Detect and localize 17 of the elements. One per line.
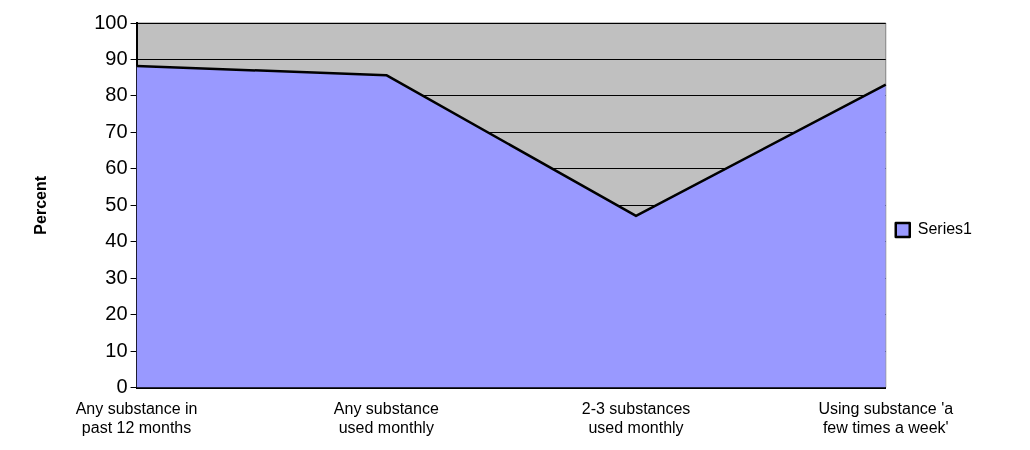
y-tick-label: 100: [94, 10, 128, 33]
x-tick-label: Any substance in past 12 months: [75, 399, 198, 436]
x-tick-label: Using substance 'a few times a week': [818, 399, 954, 436]
x-tick-label: Any substance used monthly: [333, 399, 439, 436]
y-tick-label: 60: [105, 156, 128, 179]
y-tick-label: 40: [105, 229, 128, 252]
y-tick-label: 30: [105, 265, 128, 288]
y-tick-label: 20: [105, 302, 128, 325]
y-tick-label: 80: [105, 83, 128, 106]
y-axis-title: Percent: [32, 175, 50, 235]
legend-label: Series1: [917, 220, 973, 238]
y-tick-label: 50: [105, 192, 128, 215]
y-tick-label: 90: [105, 46, 128, 69]
x-tick-label: 2-3 substances used monthly: [581, 399, 691, 436]
y-tick-label: 10: [105, 338, 128, 361]
y-tick-label: 70: [105, 119, 128, 142]
y-tick-label: 0: [116, 375, 128, 398]
